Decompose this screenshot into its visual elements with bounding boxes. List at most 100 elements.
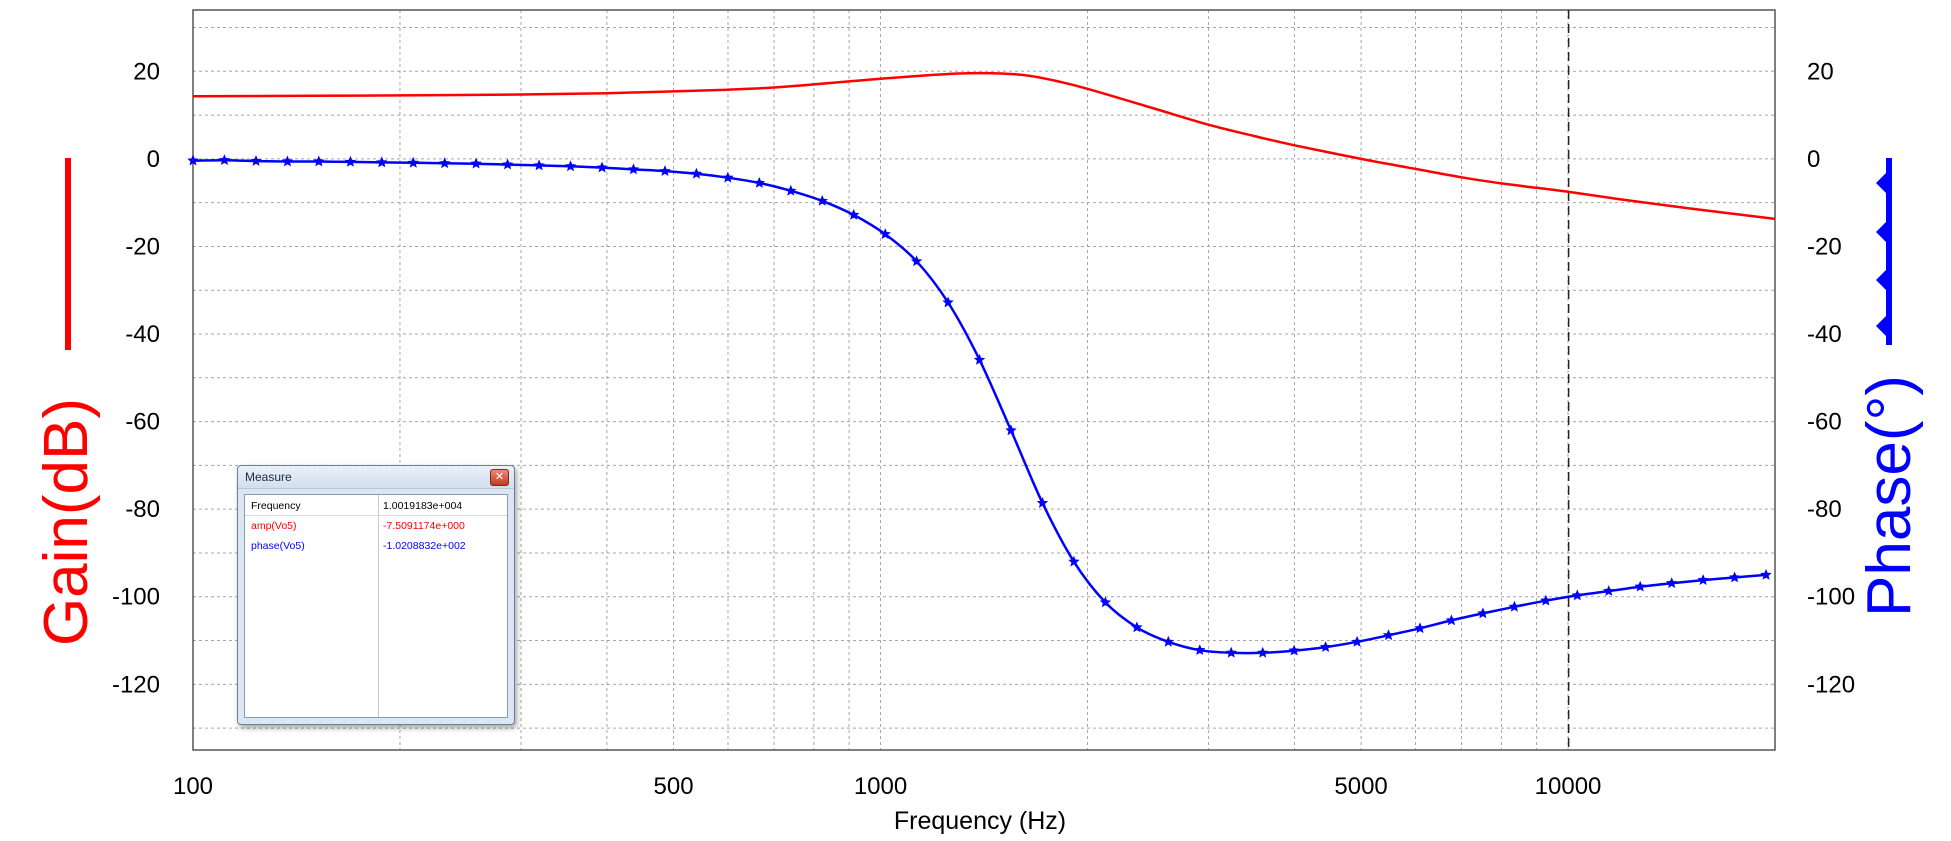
phase-series-point xyxy=(1728,571,1741,583)
measure-column-divider xyxy=(378,495,379,717)
left-axis-legend: Gain(dB) xyxy=(32,158,101,646)
measure-titlebar[interactable]: Measure ✕ xyxy=(238,466,514,489)
measure-label: amp(Vo5) xyxy=(251,520,297,532)
x-tick-label: 1000 xyxy=(854,773,907,800)
phase-series-point xyxy=(1162,635,1174,647)
measure-value: -1.0208832e+002 xyxy=(383,540,466,552)
phase-series-point xyxy=(313,155,325,167)
series-layer xyxy=(187,71,1776,658)
phase-series-point xyxy=(564,160,577,172)
phase-series-point xyxy=(973,353,986,365)
phase-series-point xyxy=(187,154,199,166)
x-tick-label: 10000 xyxy=(1535,773,1602,800)
y-tick-label-right: -120 xyxy=(1807,671,1855,698)
phase-series-point xyxy=(376,156,388,168)
measure-window[interactable]: Measure ✕ Frequency 1.0019183e+004 amp(V… xyxy=(237,465,515,725)
phase-series-point xyxy=(439,157,451,169)
measure-label: phase(Vo5) xyxy=(251,540,305,552)
phase-series-point xyxy=(722,171,734,183)
phase-series-point xyxy=(1540,594,1552,606)
phase-series-point xyxy=(627,163,640,175)
measure-value: -7.5091174e+000 xyxy=(383,520,465,532)
phase-series-point xyxy=(1099,596,1112,608)
measure-row-frequency: Frequency 1.0019183e+004 xyxy=(245,497,507,516)
y-tick-label-left: -20 xyxy=(125,233,160,260)
y-tick-label-right: 0 xyxy=(1807,146,1820,173)
gain-series-line xyxy=(192,71,1776,221)
phase-series-point xyxy=(1319,641,1332,652)
measure-row-phase: phase(Vo5) -1.0208832e+002 xyxy=(245,537,507,555)
phase-series-point xyxy=(1697,574,1709,585)
y-tick-label-left: 0 xyxy=(147,146,160,173)
y-tick-label-right: -80 xyxy=(1807,496,1842,523)
y-tick-label-left: -60 xyxy=(125,409,160,436)
phase-legend-markers xyxy=(1876,170,1889,339)
phase-series-point xyxy=(879,228,891,239)
x-tick-label: 500 xyxy=(654,773,694,800)
phase-series-point xyxy=(596,161,608,173)
phase-series-point xyxy=(910,255,923,267)
phase-series-point xyxy=(1131,621,1143,633)
phase-series-point xyxy=(407,156,419,168)
phase-series-point xyxy=(1508,600,1521,612)
y-tick-label-right: 20 xyxy=(1807,58,1834,85)
phase-series-point xyxy=(533,159,545,171)
phase-series-point xyxy=(1666,577,1678,588)
measure-window-title: Measure xyxy=(245,470,292,484)
phase-series-point xyxy=(1477,607,1489,619)
phase-series-point xyxy=(1005,424,1017,436)
measure-row-amp: amp(Vo5) -7.5091174e+000 xyxy=(245,517,507,535)
y-tick-label-left: -40 xyxy=(125,321,160,348)
phase-series-point xyxy=(1036,497,1049,508)
plot-area-frame xyxy=(192,9,1776,751)
phase-series-point xyxy=(344,155,357,167)
x-axis-title: Frequency (Hz) xyxy=(894,807,1066,835)
phase-legend-marker xyxy=(1876,170,1889,196)
measure-value: 1.0019183e+004 xyxy=(383,500,463,512)
phase-series-point xyxy=(1445,614,1458,626)
phase-legend-marker xyxy=(1876,267,1889,293)
phase-series-point xyxy=(1634,580,1646,592)
phase-series-point xyxy=(816,194,828,206)
phase-series-point xyxy=(1225,646,1237,658)
phase-series-point xyxy=(470,157,482,169)
phase-series-point xyxy=(1351,635,1363,647)
phase-series-point xyxy=(942,296,954,308)
phase-series-point xyxy=(848,208,860,220)
phase-series-point xyxy=(218,154,231,165)
y-tick-label-left: -120 xyxy=(112,671,160,698)
y-tick-label-right: -60 xyxy=(1807,409,1842,436)
phase-series-point xyxy=(1603,585,1615,596)
phase-series-point xyxy=(281,155,294,167)
y-axis-right-title: Phase(°) xyxy=(1855,375,1924,617)
x-tick-label: 100 xyxy=(173,773,213,800)
x-tick-label: 5000 xyxy=(1334,773,1387,800)
y-tick-label-right: -100 xyxy=(1807,584,1855,611)
phase-series-point xyxy=(1194,644,1206,655)
phase-series-point xyxy=(1760,568,1772,580)
y-tick-label-right: -40 xyxy=(1807,321,1842,348)
measure-table: Frequency 1.0019183e+004 amp(Vo5) -7.509… xyxy=(244,494,508,718)
phase-legend-marker xyxy=(1876,313,1889,339)
phase-series-point xyxy=(690,167,703,179)
right-axis-legend: Phase(°) xyxy=(1855,158,1924,617)
phase-series-point xyxy=(1414,622,1426,634)
phase-series-point xyxy=(753,177,765,188)
y-axis-right-ticks: 20 0 -20 -40 -60 -80 -100 -120 xyxy=(1807,58,1855,698)
phase-series-point xyxy=(1571,589,1583,601)
y-axis-left-title: Gain(dB) xyxy=(32,398,101,646)
phase-series-point xyxy=(250,155,262,166)
y-tick-label-left: 20 xyxy=(133,58,160,85)
phase-series-point xyxy=(1257,646,1269,658)
phase-series-point xyxy=(785,184,797,196)
y-axis-left-ticks: 20 0 -20 -40 -60 -80 -100 -120 xyxy=(112,58,160,698)
y-tick-label-right: -20 xyxy=(1807,233,1842,260)
y-tick-label-left: -80 xyxy=(125,496,160,523)
phase-series-point xyxy=(1288,644,1300,656)
phase-legend-marker xyxy=(1876,219,1889,245)
phase-series-point xyxy=(1068,555,1080,567)
measure-label: Frequency xyxy=(251,500,301,512)
phase-series-point xyxy=(659,165,671,176)
close-icon[interactable]: ✕ xyxy=(490,469,509,486)
